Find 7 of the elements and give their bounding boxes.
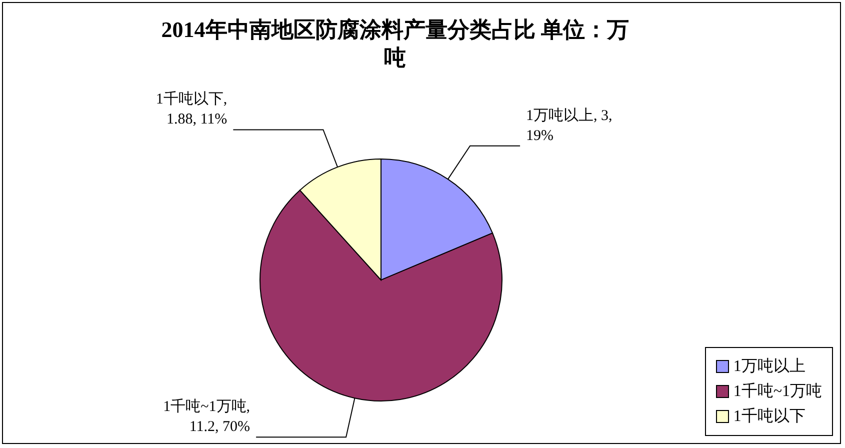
legend-label: 1千吨以下 (733, 406, 806, 427)
legend-label: 1万吨以上 (733, 356, 806, 377)
data-label: 1千吨~1万吨, 11.2, 70% (163, 398, 250, 436)
data-label: 1千吨以下, 1.88, 11% (156, 90, 228, 128)
data-label: 1万吨以上, 3, 19% (526, 106, 612, 144)
chart-title: 2014年中南地区防腐涂料产量分类占比 单位：万吨 (160, 16, 630, 72)
legend-label: 1千吨~1万吨 (733, 382, 822, 402)
